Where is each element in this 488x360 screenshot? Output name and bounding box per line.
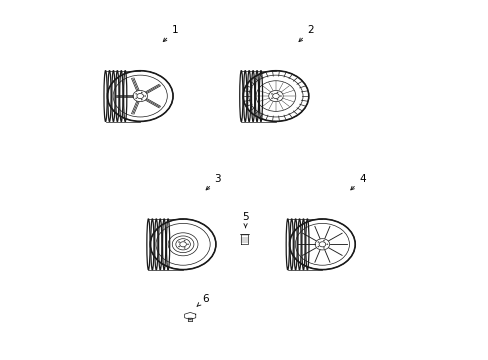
Ellipse shape (180, 242, 186, 247)
Text: 1: 1 (163, 25, 178, 42)
Text: 4: 4 (350, 174, 365, 190)
Text: 6: 6 (197, 294, 208, 306)
Ellipse shape (319, 242, 325, 247)
Ellipse shape (272, 94, 279, 99)
Text: 3: 3 (206, 174, 221, 190)
Ellipse shape (137, 94, 143, 99)
Text: 2: 2 (298, 25, 313, 42)
Text: 5: 5 (242, 212, 248, 228)
